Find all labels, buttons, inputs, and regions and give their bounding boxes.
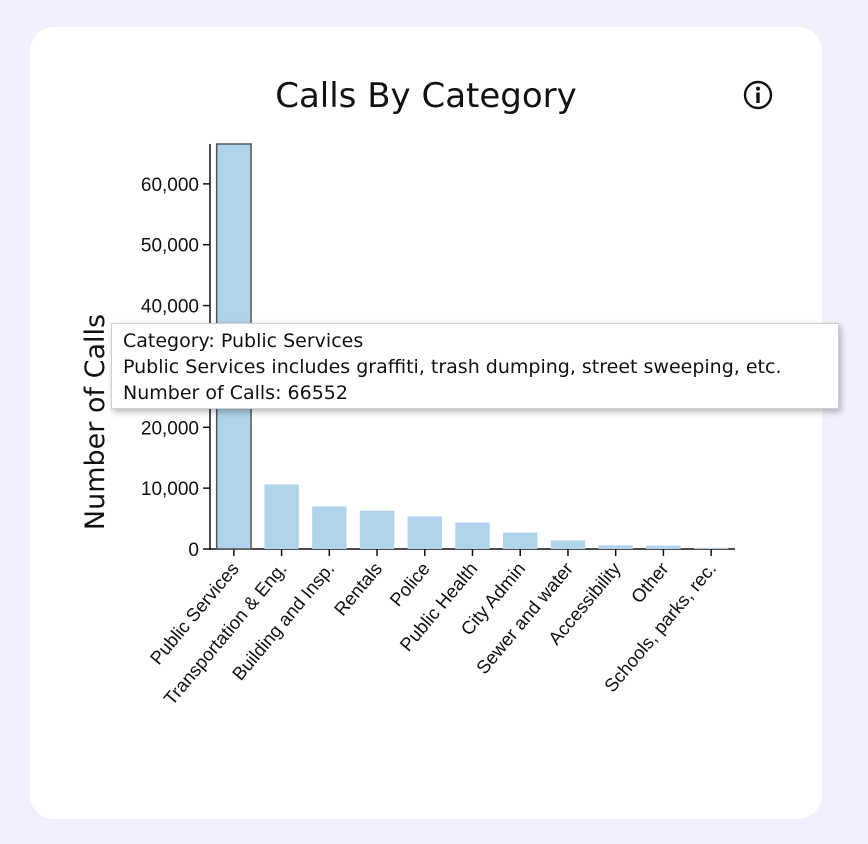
y-axis-label: Number of Calls [80, 314, 111, 530]
bar[interactable] [598, 545, 633, 549]
tooltip-category: Category: Public Services [123, 330, 364, 352]
chart-title: Calls By Category [275, 76, 577, 116]
x-tick-label: Other [627, 558, 673, 607]
bar[interactable] [646, 545, 681, 549]
y-tick-label: 60,000 [141, 175, 199, 196]
bar[interactable] [312, 506, 347, 549]
x-tick-label: Police [385, 558, 433, 610]
y-tick-label: 40,000 [141, 297, 199, 318]
bar[interactable] [550, 540, 586, 549]
tooltip-description: Public Services includes graffiti, trash… [123, 356, 782, 378]
tooltip-count: Number of Calls: 66552 [123, 382, 348, 404]
y-tick-label: 50,000 [141, 236, 199, 257]
bar[interactable] [503, 532, 538, 549]
bar[interactable] [693, 547, 729, 549]
x-tick-label: Rentals [330, 558, 386, 620]
y-tick-label: 0 [188, 540, 199, 561]
info-icon[interactable] [743, 80, 773, 110]
bar[interactable] [264, 484, 299, 549]
y-tick-label: 20,000 [141, 418, 199, 439]
bar-tooltip: Category: Public Services Public Service… [111, 323, 839, 409]
bar[interactable] [455, 522, 490, 549]
chart-card [30, 27, 822, 819]
y-tick-label: 10,000 [141, 479, 199, 500]
bar[interactable] [359, 510, 395, 549]
bar[interactable] [407, 516, 442, 549]
